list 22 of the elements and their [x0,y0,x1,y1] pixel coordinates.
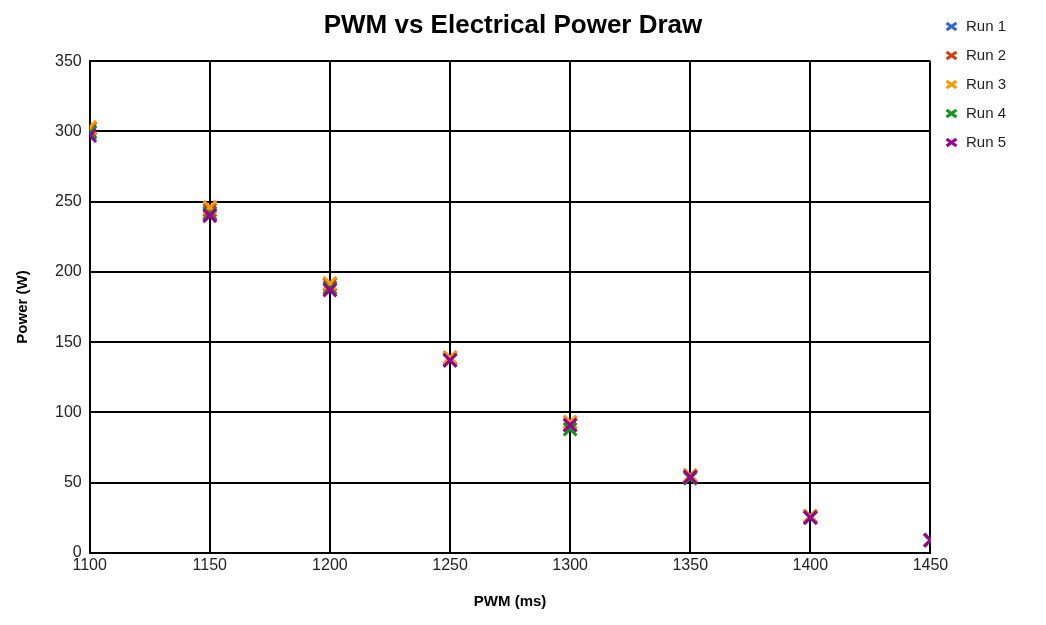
x-axis-title: PWM (ms) [473,592,547,610]
x-tick-label: 1450 [912,555,949,573]
chart-title: PWM vs Electrical Power Draw [323,8,704,39]
legend-label: Run 2 [965,45,1006,63]
y-tick-label: 350 [54,51,82,69]
legend-label: Run 1 [965,16,1006,34]
y-tick-label: 300 [54,121,82,139]
y-tick-label: 100 [54,402,82,420]
x-tick-label: 1250 [432,555,468,573]
x-tick-label: 1350 [672,555,709,573]
y-axis-title: Power (W) [13,270,31,344]
y-tick-label: 200 [54,262,82,280]
y-tick-label: 250 [54,192,82,210]
y-tick-label: 150 [54,332,82,350]
x-tick-label: 1400 [792,555,829,573]
legend-label: Run 4 [965,103,1006,121]
x-tick-label: 1300 [552,555,589,573]
x-tick-label: 1150 [192,555,228,573]
legend-label: Run 3 [965,74,1006,92]
legend-label: Run 5 [965,132,1006,150]
x-tick-label: 1200 [312,555,348,573]
y-tick-label: 50 [63,472,82,490]
